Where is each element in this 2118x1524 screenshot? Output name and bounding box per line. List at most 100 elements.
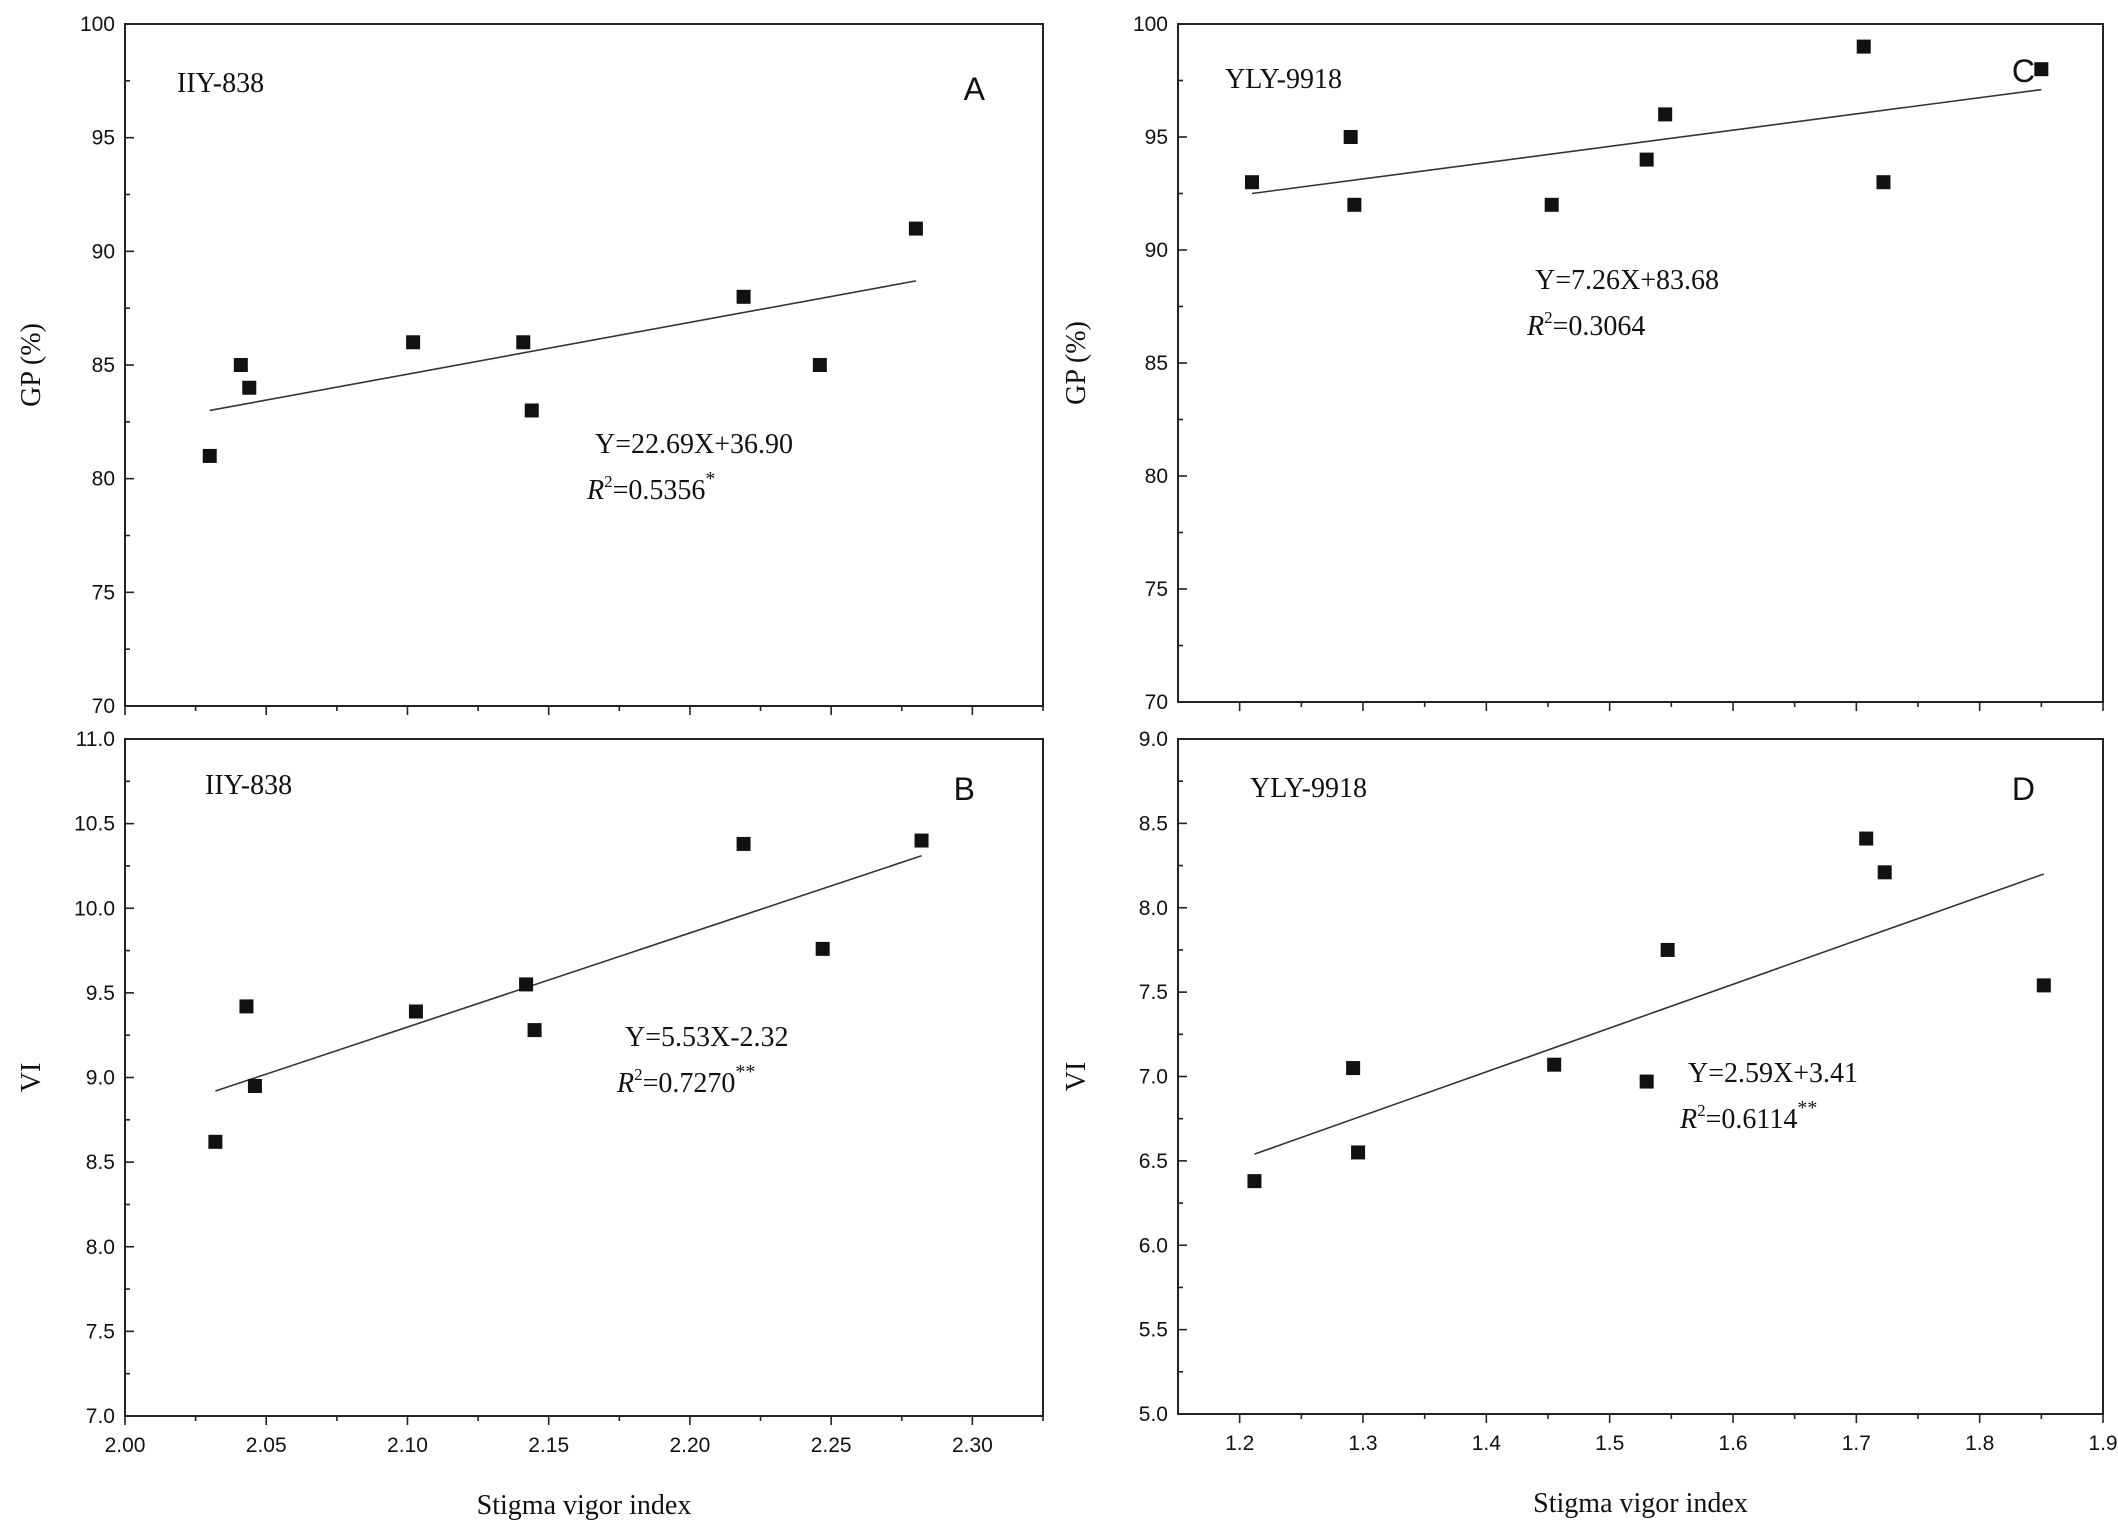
panel-c-letter: C (2012, 53, 2035, 89)
panel-a-data-point (242, 380, 257, 395)
panel-b-regression-line (215, 855, 922, 1092)
panel-b-data-point (519, 977, 534, 992)
panel-d-x-tick-label: 1.2 (1225, 1432, 1254, 1455)
panel-c-y-tick-label: 70 (1145, 691, 1168, 714)
panel-d-x-axis-label: Stigma vigor index (1533, 1488, 1748, 1519)
panel-d-y-tick-label: 5.0 (1139, 1403, 1168, 1426)
panel-a-y-tick-label: 95 (92, 127, 115, 150)
panel-b-y-tick-label: 8.0 (86, 1236, 115, 1259)
panel-a-data-point (524, 403, 539, 418)
panel-d-data-point (1247, 1174, 1262, 1189)
panel-b-y-tick-label: 7.0 (86, 1405, 115, 1428)
panel-c-regression-line (1251, 88, 2042, 195)
panel-b-y-tick-label: 9.5 (86, 982, 115, 1005)
panel-d-y-tick-label: 8.0 (1139, 897, 1168, 920)
panel-c-y-tick-label: 80 (1145, 465, 1168, 488)
panel-d-x-tick-label: 1.5 (1595, 1432, 1624, 1455)
panel-d-y-tick-label: 7.0 (1139, 1066, 1168, 1089)
panel-a-data-point (812, 358, 827, 372)
panel-a-data-point (736, 289, 751, 304)
panel-a-data-point (406, 335, 421, 350)
panel-c-data-point (1544, 197, 1559, 212)
panel-b-data-point (815, 941, 830, 956)
panel-b-equation: Y=5.53X-2.32 (625, 1022, 789, 1053)
panel-a-r-squared-part: 2 (604, 472, 613, 491)
panel-a-r-squared-part: =0.5356 (613, 475, 706, 506)
panel-b-x-tick-label: 2.10 (387, 1434, 428, 1457)
panel-b-y-tick-label: 10.0 (74, 897, 115, 920)
panel-b-r-squared-part: ** (735, 1061, 755, 1083)
panel-d-data-point (1859, 831, 1874, 846)
panel-d-data-point (1877, 865, 1892, 880)
panel-c-data-point (1639, 152, 1654, 167)
panel-b-x-axis-label: Stigma vigor index (477, 1490, 692, 1521)
panel-c-data-point (2034, 62, 2049, 77)
panel-b-y-axis-label: VI (16, 1063, 47, 1093)
panel-a-y-tick-label: 70 (92, 695, 115, 718)
panel-b-y-tick-label: 10.5 (74, 813, 115, 836)
panel-a-y-tick-label: 80 (92, 468, 115, 491)
panel-b-x-tick-label: 2.15 (528, 1434, 569, 1457)
panel-b-frame (124, 738, 1044, 1417)
panel-b-x-tick-label: 2.25 (811, 1434, 852, 1457)
panel-d-r-squared-part: 2 (1697, 1101, 1706, 1120)
panel-c-data-point (1876, 175, 1891, 190)
panel-a-r-squared: R2=0.5356* (586, 468, 715, 506)
panel-c-data-point (1856, 39, 1871, 54)
panel-d-r-squared-part: R (1679, 1104, 1697, 1135)
panel-d-data-point (1660, 942, 1675, 957)
panel-d-x-tick-label: 1.9 (2088, 1432, 2117, 1455)
panel-d-r-squared: R2=0.6114** (1679, 1097, 1817, 1135)
panel-a-y-tick-label: 75 (92, 581, 115, 604)
panel-c-y-tick-label: 95 (1145, 126, 1168, 149)
panel-d-equation: Y=2.59X+3.41 (1688, 1058, 1858, 1089)
panel-c-r-squared: R2=0.3064 (1526, 308, 1645, 342)
panel-c-r-squared-part: 2 (1544, 308, 1553, 327)
panel-d-data-point (2036, 978, 2051, 993)
panel-d-data-point (1639, 1074, 1654, 1089)
panel-a-data-point (233, 358, 248, 372)
panel-b-data-point (914, 833, 929, 848)
panel-c-r-squared-part: R (1526, 311, 1544, 342)
panel-d-regression-line (1254, 873, 2045, 1155)
panel-c-data-point (1658, 107, 1673, 122)
panel-b-r-squared: R2=0.7270** (616, 1061, 755, 1099)
panel-c-y-tick-label: 90 (1145, 239, 1168, 262)
panel-a-genotype-label: IIY-838 (177, 68, 264, 99)
panel-a-y-tick-label: 90 (92, 240, 115, 263)
panel-d-y-tick-label: 6.5 (1139, 1150, 1168, 1173)
panel-d-y-tick-label: 6.0 (1139, 1234, 1168, 1257)
panel-b-x-tick-label: 2.30 (952, 1434, 993, 1457)
panel-a-r-squared-part: R (586, 475, 604, 506)
panel-b-y-tick-label: 9.0 (86, 1067, 115, 1090)
panel-d-data-point (1351, 1145, 1366, 1160)
panel-d-letter: D (2012, 771, 2035, 807)
panel-d-y-tick-label: 7.5 (1139, 981, 1168, 1004)
panel-d-x-tick-label: 1.7 (1842, 1432, 1871, 1455)
panel-a-equation: Y=22.69X+36.90 (595, 429, 793, 460)
panel-b-r-squared-part: R (616, 1068, 634, 1099)
panel-c-y-tick-label: 85 (1145, 352, 1168, 375)
panel-b-r-squared-part: 2 (634, 1065, 643, 1084)
panel-c-frame (1177, 23, 2104, 703)
panel-b-data-point (247, 1078, 262, 1093)
panel-d-y-tick-label: 8.5 (1139, 812, 1168, 835)
panel-a-data-point (202, 448, 217, 463)
panel-a-data-point (908, 221, 923, 236)
panel-b-y-tick-label: 11.0 (76, 728, 115, 751)
panel-b-data-point (408, 1004, 423, 1019)
panel-c-data-point (1347, 197, 1362, 212)
panel-b-genotype-label: IIY-838 (205, 770, 292, 801)
panel-b-data-point (736, 836, 751, 851)
panel-a-data-point (516, 335, 531, 350)
panel-b-data-point (527, 1023, 542, 1038)
panel-a-y-axis-label: GP (%) (16, 323, 47, 407)
panel-b-data-point (239, 999, 254, 1014)
panel-b-x-tick-label: 2.05 (246, 1434, 287, 1457)
panel-c-r-squared-part: =0.3064 (1553, 311, 1646, 342)
panel-b-y-tick-label: 8.5 (86, 1151, 115, 1174)
panel-d-genotype-label: YLY-9918 (1250, 773, 1367, 804)
panel-d-data-point (1547, 1057, 1562, 1072)
panel-d-x-tick-label: 1.8 (1965, 1432, 1994, 1455)
panel-a-y-tick-label: 85 (92, 354, 115, 377)
